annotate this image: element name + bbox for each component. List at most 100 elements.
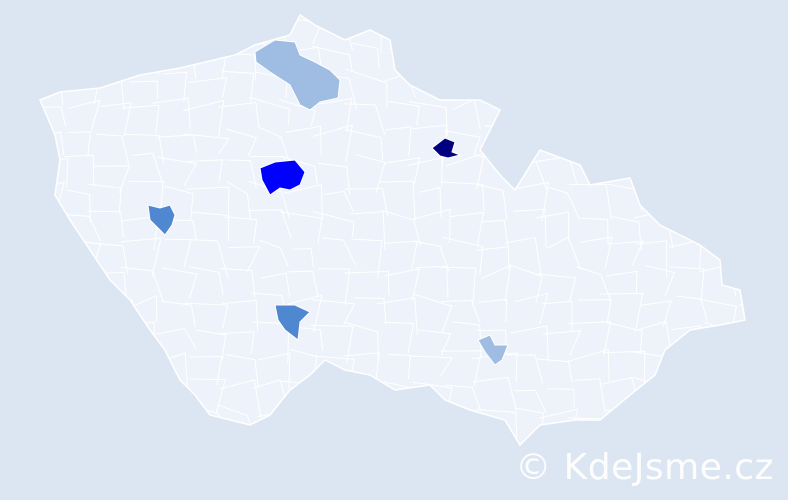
district-border [699,182,740,213]
district-border [633,320,672,351]
district-border [504,236,542,277]
district-border [356,379,387,412]
district-border [127,376,160,407]
district-border [352,42,380,70]
district-border [292,248,315,268]
district-border [450,211,485,247]
district-border [248,209,292,239]
district-border [511,265,543,304]
district-border [608,240,645,267]
district-border [285,125,322,156]
district-border [96,15,129,44]
highlighted-region[interactable] [431,137,462,159]
district-border [254,439,293,445]
highlighted-region[interactable] [254,39,341,111]
district-border [637,75,670,101]
highlighted-region[interactable] [477,334,509,366]
district-border [95,133,130,166]
district-border [157,156,198,186]
district-border [415,265,449,298]
district-border [384,157,421,185]
district-border [216,331,255,354]
district-border [738,48,745,79]
district-border [608,104,646,127]
district-border [224,216,258,245]
district-border [669,15,700,47]
district-border [644,264,676,297]
district-border [220,268,256,298]
district-border [664,43,704,83]
district-border [99,102,132,137]
district-border [98,386,130,408]
district-border [605,270,638,294]
district-border [290,439,322,445]
district-border [579,15,610,51]
district-border [68,381,98,411]
district-border [673,78,699,104]
district-border [40,106,67,127]
district-border [40,241,62,268]
district-border [376,440,418,445]
district-border [698,42,741,78]
district-border [55,293,101,327]
district-border [637,155,676,190]
district-border [567,348,610,383]
district-border [545,99,576,137]
district-border [88,41,123,78]
district-border [548,186,581,220]
district-border [344,270,390,296]
district-border [380,180,416,221]
district-border [67,131,92,155]
district-border [160,300,196,327]
district-border [132,152,163,182]
district-border [131,294,158,322]
district-border [636,240,668,278]
district-border [317,162,351,195]
highlighted-region[interactable] [259,159,306,196]
district-border [418,329,452,356]
district-border [40,356,68,382]
district-border [120,237,162,278]
district-border [121,104,160,134]
district-border [695,219,736,239]
district-border [503,17,544,55]
highlighted-region[interactable] [274,304,311,341]
district-border [732,378,745,413]
district-border [349,211,386,250]
district-border [352,407,388,445]
district-border [477,298,508,323]
district-border [120,410,161,438]
district-border [674,377,708,413]
district-border [248,96,290,126]
district-border [511,133,542,156]
district-border [225,159,257,189]
district-border [64,441,96,445]
district-border [443,130,481,156]
district-border [60,330,94,363]
district-border [669,266,705,301]
district-border [226,181,251,220]
district-border [475,409,518,439]
district-border [129,435,157,445]
district-border [156,327,197,350]
district-border [600,292,644,329]
district-border [440,350,483,386]
district-border [419,186,442,218]
district-border [40,158,69,187]
district-border [258,239,289,267]
district-border [475,246,510,270]
district-border [573,75,613,108]
district-border [123,133,165,164]
highlighted-region[interactable] [147,204,176,236]
district-border [120,266,165,303]
district-border [40,50,62,83]
district-border [195,329,227,361]
district-border [40,324,68,362]
district-border [61,269,93,298]
district-border [222,17,253,46]
district-border [218,379,262,418]
district-border [413,208,451,243]
district-border [639,129,676,156]
district-border [189,355,223,386]
